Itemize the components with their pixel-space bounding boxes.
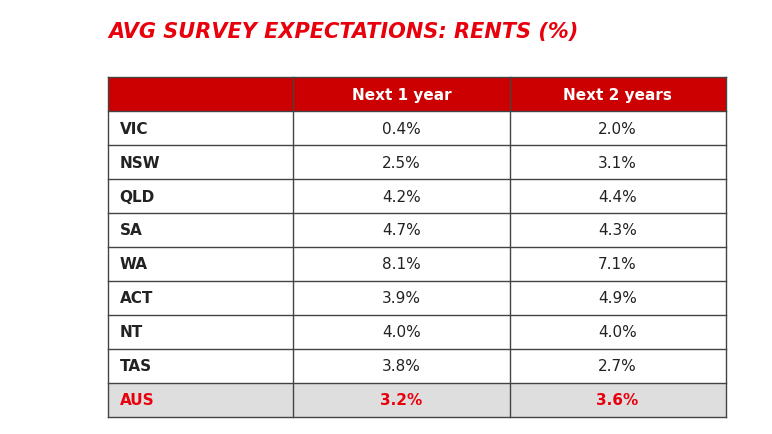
Bar (108, 349, 293, 383)
Bar (293, 180, 510, 214)
Text: NSW: NSW (120, 155, 161, 170)
Bar (293, 281, 510, 315)
Bar (108, 214, 293, 247)
Bar (293, 315, 510, 349)
Bar (108, 78, 293, 112)
Text: ACT: ACT (120, 291, 153, 306)
Bar (510, 349, 726, 383)
Bar (510, 146, 726, 180)
Bar (293, 247, 510, 281)
Bar (293, 349, 510, 383)
Bar (108, 146, 293, 180)
Text: 3.6%: 3.6% (597, 392, 638, 407)
Text: 3.9%: 3.9% (382, 291, 421, 306)
Bar (293, 78, 510, 112)
Bar (108, 315, 293, 349)
Text: 2.7%: 2.7% (598, 358, 637, 373)
Bar (293, 112, 510, 146)
Bar (108, 281, 293, 315)
Text: 4.0%: 4.0% (598, 325, 637, 339)
Bar (108, 180, 293, 214)
Text: 4.2%: 4.2% (382, 189, 421, 204)
Bar (510, 180, 726, 214)
Bar (510, 214, 726, 247)
Bar (510, 315, 726, 349)
Text: 4.0%: 4.0% (382, 325, 421, 339)
Text: 0.4%: 0.4% (382, 122, 421, 136)
Text: 2.0%: 2.0% (598, 122, 637, 136)
Bar (510, 247, 726, 281)
Text: AVG SURVEY EXPECTATIONS: RENTS (%): AVG SURVEY EXPECTATIONS: RENTS (%) (108, 22, 578, 42)
Text: SA: SA (120, 223, 142, 238)
Text: QLD: QLD (120, 189, 155, 204)
Text: 3.2%: 3.2% (381, 392, 422, 407)
Text: Next 2 years: Next 2 years (563, 88, 672, 102)
Text: AUS: AUS (120, 392, 154, 407)
Bar (510, 112, 726, 146)
Bar (108, 112, 293, 146)
Text: 3.8%: 3.8% (382, 358, 421, 373)
Text: 8.1%: 8.1% (382, 257, 421, 272)
Bar (293, 214, 510, 247)
Bar (510, 78, 726, 112)
Bar (293, 383, 510, 417)
Text: 4.9%: 4.9% (598, 291, 637, 306)
Bar (108, 247, 293, 281)
Bar (108, 383, 293, 417)
Text: WA: WA (120, 257, 147, 272)
Text: 2.5%: 2.5% (382, 155, 421, 170)
Text: Next 1 year: Next 1 year (351, 88, 452, 102)
Bar (293, 146, 510, 180)
Text: 3.1%: 3.1% (598, 155, 637, 170)
Text: 7.1%: 7.1% (598, 257, 637, 272)
Text: NT: NT (120, 325, 143, 339)
Bar (510, 281, 726, 315)
Text: 4.4%: 4.4% (598, 189, 637, 204)
Text: 4.3%: 4.3% (598, 223, 637, 238)
Text: TAS: TAS (120, 358, 152, 373)
Text: VIC: VIC (120, 122, 148, 136)
Text: 4.7%: 4.7% (382, 223, 421, 238)
Bar (510, 383, 726, 417)
